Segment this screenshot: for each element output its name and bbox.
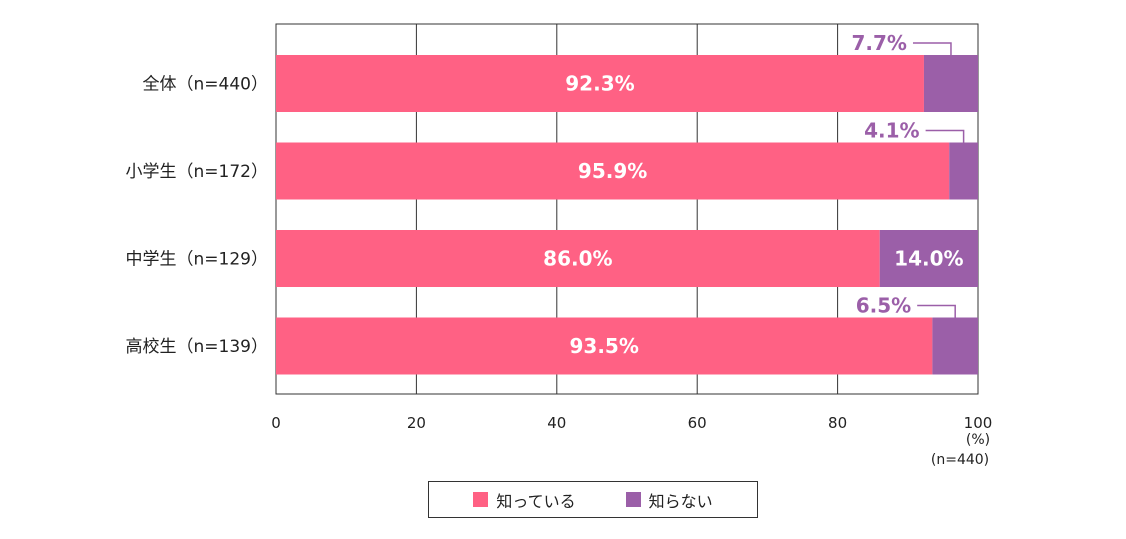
- bars: [276, 55, 978, 375]
- bar-segment: [949, 142, 978, 200]
- legend-swatch-known: [473, 492, 489, 507]
- legend-label-known: 知っている: [496, 491, 576, 511]
- x-tick-label: 0: [271, 414, 281, 432]
- data-label: 4.1%: [864, 119, 919, 143]
- category-label: 中学生（n=129）: [126, 250, 268, 270]
- sample-size-label: (n=440): [931, 452, 989, 468]
- axis-unit-label: (%): [966, 432, 990, 448]
- data-label: 6.5%: [856, 294, 911, 318]
- bar-segment: [276, 142, 950, 200]
- category-label: 高校生（n=139）: [126, 337, 268, 357]
- data-label: 14.0%: [894, 247, 963, 271]
- data-label: 86.0%: [543, 247, 612, 271]
- data-label: 95.9%: [578, 159, 647, 183]
- legend: 知っている 知らない: [428, 481, 758, 518]
- x-tick-label: 60: [688, 414, 707, 432]
- bar-segment: [932, 317, 978, 375]
- x-tick-label: 80: [828, 414, 847, 432]
- plot-frame: [275, 23, 979, 395]
- bar-segment: [879, 230, 978, 287]
- callout-line: [925, 129, 965, 143]
- callout-line: [912, 42, 952, 55]
- data-label: 93.5%: [569, 334, 638, 358]
- callout-line: [917, 304, 956, 318]
- category-label: 全体（n=440）: [143, 75, 268, 95]
- stacked-bar-chart: 0 20 40 60 80 100 全体（n=440） 92.3% 7.7% 小学生（n=172）…: [126, 23, 993, 468]
- x-tick-label: 20: [407, 414, 426, 432]
- bar-segment: [276, 55, 924, 112]
- bar-segment: [276, 317, 933, 375]
- legend-label-unknown: 知らない: [648, 491, 713, 511]
- x-tick-label: 40: [547, 414, 566, 432]
- legend-item-known: 知っている: [473, 488, 576, 512]
- category-label: 小学生（n=172）: [126, 162, 268, 182]
- bar-segment: [923, 55, 978, 112]
- legend-swatch-unknown: [625, 492, 641, 507]
- legend-item-unknown: 知らない: [625, 488, 713, 512]
- data-label: 92.3%: [565, 72, 634, 96]
- data-label: 7.7%: [852, 31, 907, 55]
- bar-segment: [276, 230, 880, 287]
- x-tick-label: 100: [964, 414, 993, 432]
- labels: 0 20 40 60 80 100 全体（n=440） 92.3% 7.7% 小学生（n=172）…: [126, 31, 993, 432]
